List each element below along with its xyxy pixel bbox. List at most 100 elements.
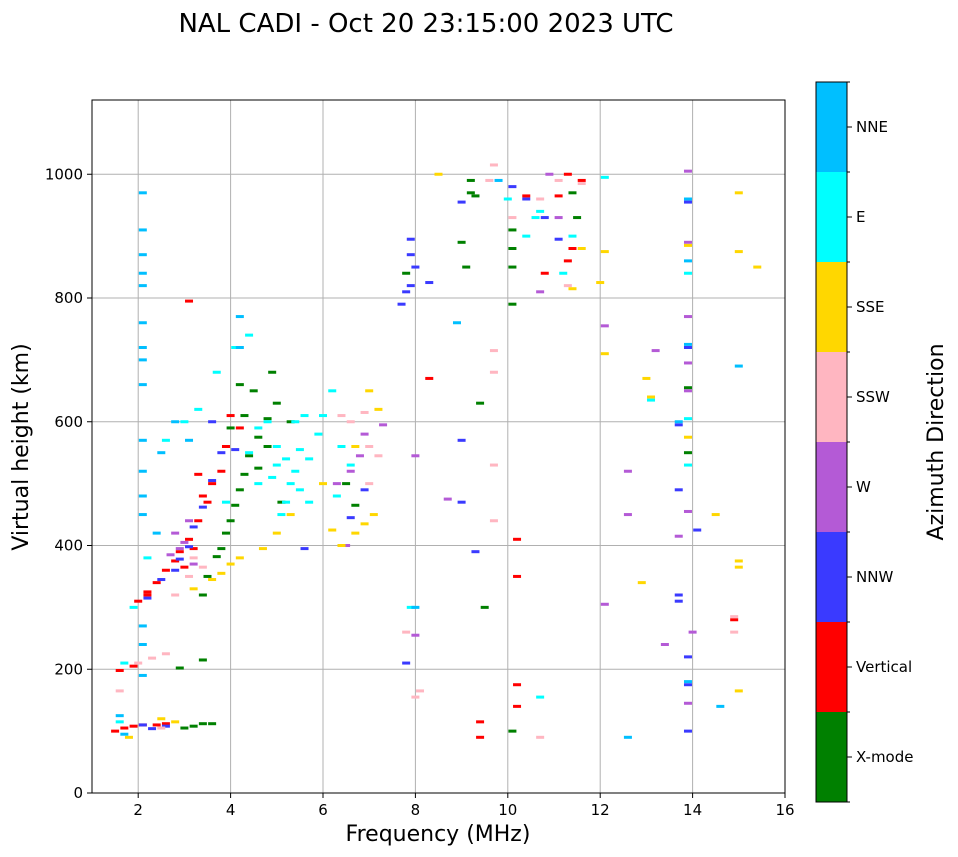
data-point bbox=[647, 395, 656, 399]
data-point bbox=[217, 469, 226, 473]
data-point bbox=[221, 500, 230, 504]
data-point bbox=[734, 565, 743, 569]
data-point bbox=[568, 191, 577, 195]
data-point bbox=[198, 494, 207, 498]
data-point bbox=[138, 321, 147, 325]
y-tick-label: 600 bbox=[54, 413, 83, 431]
data-point bbox=[489, 519, 498, 523]
data-point bbox=[651, 349, 660, 353]
data-point bbox=[138, 271, 147, 275]
data-point bbox=[143, 590, 152, 594]
data-point bbox=[245, 451, 254, 455]
data-point bbox=[508, 228, 517, 232]
data-point bbox=[157, 717, 166, 721]
data-point bbox=[411, 695, 420, 699]
data-point bbox=[143, 593, 152, 597]
data-point bbox=[374, 407, 383, 411]
data-point bbox=[563, 172, 572, 176]
data-point bbox=[683, 361, 692, 365]
data-point bbox=[203, 574, 212, 578]
data-point bbox=[600, 602, 609, 606]
series-nne bbox=[115, 178, 743, 739]
data-point bbox=[166, 553, 175, 557]
data-point bbox=[240, 414, 249, 418]
data-point bbox=[508, 302, 517, 306]
colorbar-label: NNW bbox=[856, 568, 893, 586]
data-point bbox=[577, 247, 586, 250]
data-point bbox=[129, 724, 138, 728]
data-point bbox=[138, 469, 147, 473]
data-point bbox=[263, 420, 272, 424]
data-point bbox=[365, 389, 374, 393]
data-point bbox=[683, 701, 692, 705]
data-point bbox=[683, 243, 692, 247]
plot-area: 2 4 6 8 10 12 14 16 0 200 400 600 800 1000 bbox=[45, 99, 795, 819]
data-point bbox=[221, 445, 230, 448]
data-point bbox=[189, 562, 198, 566]
data-point bbox=[138, 494, 147, 498]
colorbar-swatch bbox=[816, 172, 847, 262]
data-point bbox=[217, 571, 226, 575]
data-point bbox=[489, 463, 498, 467]
data-point bbox=[730, 630, 739, 634]
data-point bbox=[522, 234, 531, 238]
colorbar-swatch bbox=[816, 442, 847, 532]
data-point bbox=[554, 216, 563, 220]
data-point bbox=[462, 265, 471, 269]
data-point bbox=[171, 531, 180, 535]
data-point bbox=[185, 537, 194, 541]
data-point bbox=[489, 370, 498, 374]
data-point bbox=[305, 457, 314, 461]
data-point bbox=[683, 259, 692, 263]
data-point bbox=[138, 358, 147, 362]
data-point bbox=[476, 720, 485, 724]
data-point bbox=[596, 281, 605, 285]
data-point bbox=[411, 265, 420, 269]
data-point bbox=[683, 240, 692, 244]
data-point bbox=[240, 472, 249, 476]
data-point bbox=[245, 454, 254, 458]
data-point bbox=[185, 519, 194, 523]
data-point bbox=[457, 200, 466, 204]
data-point bbox=[513, 574, 522, 578]
data-point bbox=[540, 271, 549, 275]
data-point bbox=[508, 729, 517, 733]
data-point bbox=[286, 420, 295, 424]
data-point bbox=[683, 271, 692, 275]
data-point bbox=[235, 315, 244, 319]
data-point bbox=[268, 370, 277, 374]
data-point bbox=[217, 547, 226, 551]
data-point bbox=[753, 265, 762, 269]
data-point bbox=[235, 556, 244, 560]
y-axis-label: Virtual height (km) bbox=[9, 343, 34, 550]
data-point bbox=[189, 547, 198, 551]
data-point bbox=[457, 240, 466, 244]
data-point bbox=[425, 281, 434, 285]
data-point bbox=[346, 463, 355, 467]
data-point bbox=[208, 420, 217, 424]
data-point bbox=[198, 722, 207, 726]
data-point bbox=[194, 407, 203, 411]
data-point bbox=[138, 438, 147, 442]
data-point bbox=[332, 494, 341, 498]
colorbar-label: SSW bbox=[856, 388, 890, 406]
data-point bbox=[180, 540, 189, 544]
data-point bbox=[563, 259, 572, 263]
data-point bbox=[476, 735, 485, 739]
data-point bbox=[161, 724, 170, 728]
data-point bbox=[559, 271, 568, 275]
data-point bbox=[291, 420, 300, 424]
data-point bbox=[208, 578, 217, 582]
data-point bbox=[272, 445, 281, 448]
data-point bbox=[148, 727, 157, 731]
data-point bbox=[406, 284, 415, 288]
data-point bbox=[683, 389, 692, 393]
data-point bbox=[161, 652, 170, 656]
data-point bbox=[494, 178, 503, 182]
data-point bbox=[337, 544, 346, 547]
data-point bbox=[171, 720, 180, 724]
data-point bbox=[134, 599, 143, 603]
data-point bbox=[152, 581, 161, 585]
data-point bbox=[734, 689, 743, 693]
data-point bbox=[226, 562, 235, 566]
